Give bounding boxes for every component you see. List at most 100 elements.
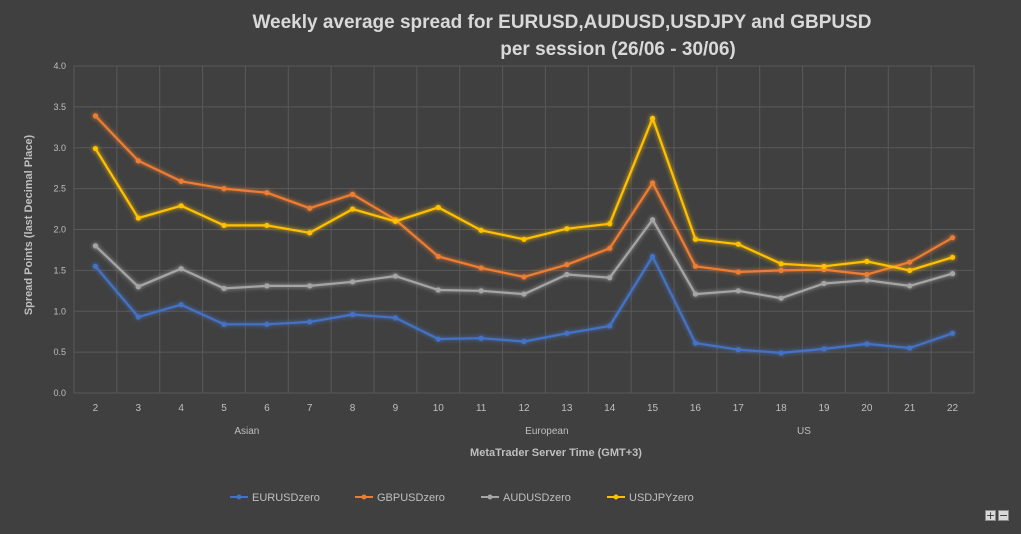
data-point <box>778 295 784 301</box>
series-line-usdjpyzero <box>94 117 953 272</box>
x-tick-label: 19 <box>818 403 830 414</box>
x-tick-label: 20 <box>861 403 873 414</box>
data-point <box>349 279 356 285</box>
data-point <box>778 267 784 273</box>
data-point <box>92 113 99 119</box>
x-tick-label: 18 <box>776 403 788 414</box>
data-point <box>435 253 441 260</box>
x-tick-label: 8 <box>350 403 356 414</box>
data-point <box>735 288 741 294</box>
data-point <box>778 261 784 267</box>
legend-swatch-marker <box>361 494 367 500</box>
data-point <box>221 222 227 229</box>
legend: EURUSDzero GBPUSDzero AUDUSDzero USDJPYzero <box>230 492 694 504</box>
y-tick-label: 1.0 <box>53 306 66 316</box>
x-tick-label: 10 <box>433 403 445 414</box>
data-point <box>478 227 484 233</box>
data-point <box>135 284 141 290</box>
data-point <box>521 291 527 297</box>
data-point <box>821 263 827 269</box>
data-point <box>821 346 827 352</box>
y-tick-label: 0.5 <box>53 347 66 357</box>
data-point <box>135 158 141 164</box>
data-point <box>607 275 613 281</box>
x-tick-label: 15 <box>647 403 659 414</box>
data-point <box>649 115 656 121</box>
data-point <box>435 204 441 211</box>
data-point <box>478 265 484 271</box>
data-point <box>564 226 570 232</box>
data-point <box>778 350 784 356</box>
legend-label: USDJPYzero <box>629 492 694 504</box>
data-point <box>349 191 356 197</box>
zoom-out-button[interactable]: − <box>998 509 1009 522</box>
data-point <box>864 341 870 347</box>
x-tick-label: 12 <box>518 403 530 414</box>
data-point <box>692 263 699 269</box>
data-point <box>178 203 184 209</box>
x-axis-ticks: 2 3 4 5 6 7 8 9 10 11 12 13 14 15 16 17 18 19 20 21 22 <box>93 403 959 414</box>
data-point <box>907 267 913 273</box>
y-tick-label: 2.0 <box>53 225 66 235</box>
x-tick-label: 22 <box>947 403 959 414</box>
legend-item-audusdzero: AUDUSDzero <box>481 492 571 504</box>
data-point <box>735 347 741 353</box>
data-point <box>607 245 613 251</box>
data-point <box>907 259 913 265</box>
data-point <box>649 217 656 223</box>
data-point <box>521 338 527 345</box>
x-tick-label: 2 <box>93 403 99 414</box>
y-tick-label: 0.0 <box>53 388 66 398</box>
x-tick-label: 21 <box>904 403 916 414</box>
y-tick-label: 2.5 <box>53 184 66 194</box>
legend-label: GBPUSDzero <box>377 492 445 504</box>
x-tick-label: 3 <box>136 403 142 414</box>
data-point <box>392 218 399 224</box>
data-point <box>649 253 656 260</box>
series-eurusdzero <box>92 253 956 356</box>
data-point <box>649 180 656 186</box>
chart-title-line1: Weekly average spread for EURUSD,AUDUSD,… <box>252 12 871 33</box>
data-point <box>178 302 184 308</box>
series-usdjpyzero <box>92 115 956 273</box>
data-point <box>521 274 527 280</box>
x-tick-label: 9 <box>393 403 399 414</box>
data-point <box>692 291 699 297</box>
x-tick-label: 4 <box>178 403 184 414</box>
data-point <box>178 266 184 272</box>
data-point <box>607 221 613 227</box>
data-point <box>135 314 141 320</box>
zoom-in-button[interactable]: + <box>985 509 996 522</box>
legend-swatch-marker <box>236 494 242 500</box>
x-tick-label: 16 <box>690 403 702 414</box>
data-point <box>264 190 270 196</box>
data-point <box>949 254 956 260</box>
data-point <box>949 235 956 241</box>
legend-swatch-marker <box>487 494 493 500</box>
data-point <box>949 330 956 336</box>
legend-item-eurusdzero: EURUSDzero <box>230 492 320 504</box>
data-point <box>264 283 270 289</box>
data-point <box>92 243 99 249</box>
series-gbpusdzero <box>92 113 956 280</box>
data-point <box>435 287 441 293</box>
data-point <box>907 283 913 289</box>
data-point <box>907 345 913 351</box>
y-tick-label: 3.0 <box>53 143 66 153</box>
data-point <box>392 315 399 321</box>
x-axis-title: MetaTrader Server Time (GMT+3) <box>470 447 642 459</box>
series-audusdzero <box>92 217 956 301</box>
data-point <box>92 145 99 152</box>
data-point <box>178 178 184 184</box>
y-tick-label: 3.5 <box>53 102 66 112</box>
x-tick-label: 5 <box>221 403 227 414</box>
data-point <box>864 271 870 278</box>
y-axis-title: Spread Points (last Decimal Place) <box>23 134 35 315</box>
x-tick-label: 7 <box>307 403 313 414</box>
data-point <box>949 271 956 277</box>
data-point <box>307 283 313 289</box>
chart-title-line2: per session (26/06 - 30/06) <box>500 39 736 60</box>
data-point <box>821 280 827 287</box>
data-point <box>521 236 527 242</box>
